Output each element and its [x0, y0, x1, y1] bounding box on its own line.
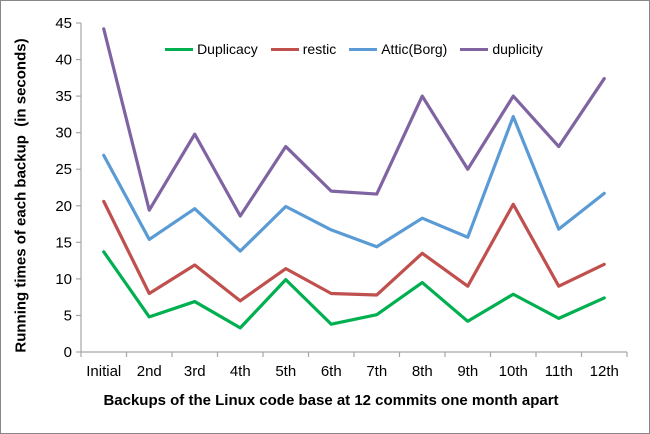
series-line-duplicity: [102, 27, 606, 218]
y-tick-label: 35: [55, 88, 72, 105]
legend-item-duplicity: duplicity: [460, 41, 543, 57]
x-tick-label: 12th: [590, 363, 619, 380]
x-tick-label: 6th: [321, 363, 342, 380]
x-tick-label: 7th: [366, 363, 387, 380]
legend-label: Attic(Borg): [381, 41, 448, 57]
legend-label: Duplicacy: [197, 41, 258, 57]
legend: Duplicacy restic Attic(Borg) duplicity: [81, 41, 627, 57]
x-tick-label: Initial: [86, 363, 121, 380]
x-tick-label: 4th: [230, 363, 251, 380]
series-line-attic-borg-: [102, 114, 606, 253]
legend-swatch: [270, 47, 299, 51]
legend-item-attic-borg-: Attic(Borg): [349, 41, 447, 57]
legend-swatch: [165, 47, 194, 51]
x-tick-label: 9th: [457, 363, 478, 380]
legend-swatch: [460, 47, 489, 51]
y-tick-label: 20: [55, 198, 72, 215]
x-tick-label: 5th: [275, 363, 296, 380]
x-tick-label: 8th: [412, 363, 433, 380]
x-tick-label: 2nd: [137, 363, 162, 380]
x-axis-title: Backups of the Linux code base at 12 com…: [103, 392, 559, 409]
legend-swatch: [349, 47, 378, 51]
y-tick-label: 10: [55, 271, 72, 288]
y-tick-label: 25: [55, 161, 72, 178]
y-tick-label: 30: [55, 125, 72, 142]
y-tick-label: 15: [55, 234, 72, 251]
x-tick-label: 3rd: [184, 363, 206, 380]
legend-item-restic: restic: [270, 41, 337, 57]
legend-label: restic: [302, 41, 337, 57]
y-axis-title: Running times of each backup (in seconds…: [12, 38, 30, 353]
y-tick-label: 45: [55, 15, 72, 32]
series-line-duplicacy: [102, 250, 606, 330]
x-tick-label: 10th: [499, 363, 528, 380]
y-tick-label: 40: [55, 52, 72, 69]
x-tick-label: 11th: [545, 363, 573, 380]
legend-item-duplicacy: Duplicacy: [165, 41, 258, 57]
y-tick-label: 0: [64, 344, 72, 361]
series-line-restic: [102, 199, 606, 303]
legend-label: duplicity: [492, 41, 543, 57]
y-tick-label: 5: [64, 307, 72, 324]
